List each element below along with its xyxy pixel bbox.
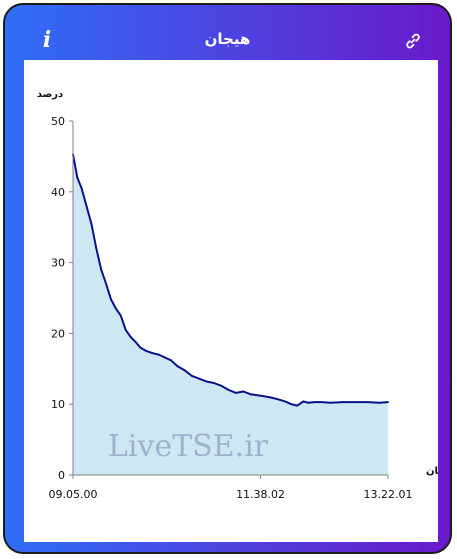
data-point: [164, 356, 166, 359]
data-point: [387, 401, 389, 403]
link-icon-glyph: [406, 33, 420, 49]
x-axis-label: زمان: [426, 466, 438, 477]
data-point: [100, 268, 103, 271]
data-point: [249, 393, 252, 396]
data-point: [124, 329, 127, 331]
data-point: [329, 401, 332, 404]
x-tick-label: 13.22.01: [364, 488, 413, 501]
y-axis-label: درصد: [37, 89, 63, 100]
data-point: [320, 401, 323, 403]
data-point: [213, 382, 215, 384]
data-point: [296, 404, 299, 407]
y-tick-label: 10: [51, 398, 65, 411]
data-point: [90, 222, 93, 225]
y-tick-label: 30: [51, 257, 65, 270]
data-point: [366, 401, 368, 403]
data-point: [242, 390, 245, 393]
data-point: [227, 389, 230, 391]
data-point: [302, 400, 305, 403]
data-point: [85, 205, 88, 207]
data-point: [307, 401, 310, 404]
data-point: [259, 394, 262, 397]
widget-title: هیجان: [204, 30, 251, 48]
data-point: [157, 353, 160, 356]
y-tick-label: 0: [58, 469, 65, 482]
data-point: [191, 375, 193, 377]
y-tick-label: 40: [51, 186, 65, 199]
x-tick-label: 09.05.00: [49, 488, 98, 501]
data-point: [170, 359, 172, 362]
header-bar: i هیجان: [5, 5, 450, 59]
widget-frame: i هیجان LiveTSE.ir 0 10 20 30 40 50 09.05.00 11…: [3, 3, 452, 554]
data-point: [151, 352, 154, 355]
data-point: [354, 401, 356, 403]
data-point: [183, 369, 186, 372]
data-point: [205, 380, 208, 383]
chart-panel: LiveTSE.ir 0 10 20 30 40 50 09.05.00 11.38.02 13…: [24, 60, 438, 542]
chart-svg: LiveTSE.ir 0 10 20 30 40 50 09.05.00 11.38.02 13…: [37, 89, 438, 501]
data-point: [313, 401, 316, 403]
data-point: [176, 365, 179, 367]
data-point: [95, 247, 98, 250]
y-tick-label: 20: [51, 327, 65, 340]
watermark: LiveTSE.ir: [108, 429, 269, 464]
data-point: [129, 336, 132, 338]
data-point: [110, 298, 112, 301]
data-point: [198, 377, 201, 380]
link-icon[interactable]: [404, 32, 422, 50]
series-area: [73, 154, 388, 476]
data-point: [268, 396, 270, 398]
data-point: [76, 176, 79, 179]
data-point: [80, 187, 83, 190]
info-icon[interactable]: i: [42, 27, 52, 53]
data-point: [341, 401, 344, 403]
data-point: [115, 307, 117, 310]
data-point: [145, 350, 148, 352]
data-point: [119, 314, 122, 317]
data-point: [290, 403, 293, 406]
data-point: [235, 392, 237, 394]
data-point: [284, 400, 286, 403]
data-point: [139, 346, 142, 349]
y-tick-label: 50: [51, 115, 65, 128]
data-point: [134, 341, 137, 343]
data-point: [220, 384, 223, 387]
data-point: [276, 398, 279, 401]
data-point: [378, 401, 381, 404]
x-tick-label: 11.38.02: [236, 488, 285, 501]
data-point: [105, 282, 107, 285]
